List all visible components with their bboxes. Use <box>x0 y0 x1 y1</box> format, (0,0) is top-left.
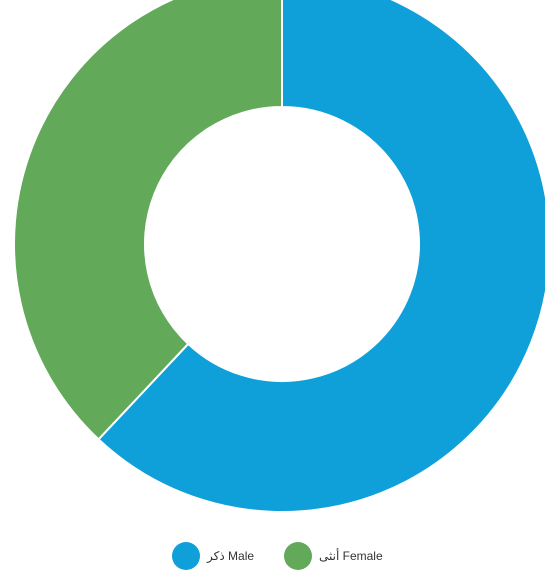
legend-swatch-female[interactable] <box>284 542 312 570</box>
donut-slice-male[interactable] <box>97 0 545 513</box>
legend-label-male[interactable]: ذكر Male <box>206 549 254 564</box>
donut-slices <box>13 0 545 513</box>
legend-label-female[interactable]: أنثى Female <box>319 548 383 563</box>
chart-legend: ذكر Male أنثى Female <box>172 542 383 570</box>
donut-slice-female[interactable] <box>13 0 283 441</box>
legend-swatch-male[interactable] <box>172 542 200 570</box>
